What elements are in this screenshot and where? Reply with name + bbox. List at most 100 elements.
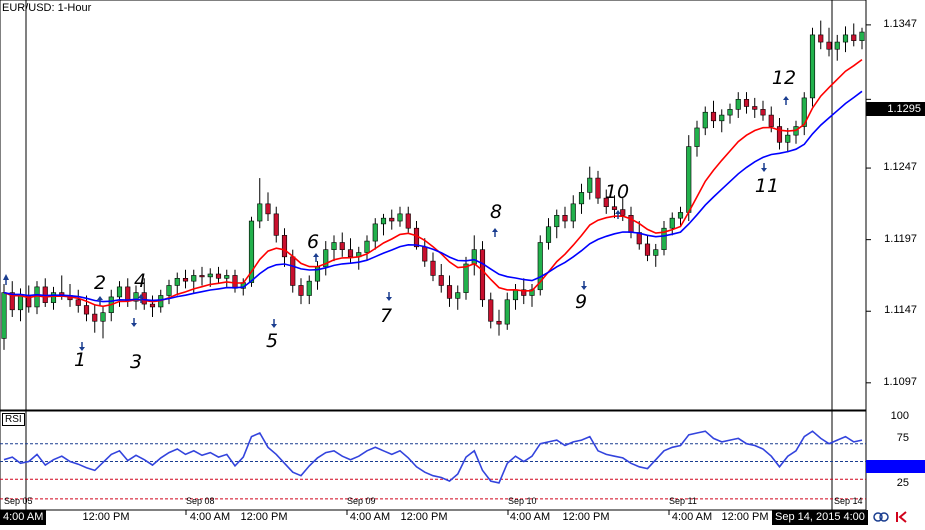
candle-body [644,243,651,256]
candle-body [17,295,24,311]
signal-arrowhead [761,168,767,172]
swing-number-3: 3 [129,351,143,373]
candle-body [545,226,552,243]
y-tick-label: 1.1247 [883,161,917,174]
signal-arrowhead [783,96,789,100]
rsi-line [3,430,863,484]
candle-body [801,97,807,127]
candle-body [496,320,502,325]
candle-body [760,109,766,116]
candle-body [603,197,609,208]
candle-body [488,299,494,322]
candle-body [826,41,832,50]
candle-body [537,242,543,291]
candle-body [710,111,717,122]
rsi-tick-label: 25 [896,476,909,489]
candle-body [182,278,189,282]
candle-body [851,34,857,41]
x-cursor-time-right: Sep 14, 2015 4:00 [772,510,868,525]
candle-body [463,263,469,293]
signal-arrowhead [386,297,392,301]
candle-body [298,285,304,296]
x-time-label: 4:00 AM [349,511,391,523]
candle-body [471,249,477,265]
price-pane [0,0,867,411]
y-tick-label: 1.1197 [884,232,917,245]
candle-body [207,273,213,278]
signal-arrowhead [271,324,277,328]
candle-body [199,275,205,278]
swing-number-1: 1 [73,349,87,371]
candle-body [570,203,576,222]
candle-body [372,223,378,242]
scroll-to-end-icon[interactable] [896,511,907,523]
candle-body [735,99,741,110]
candle-body [842,34,849,43]
x-right-date: Sep 14 [834,496,863,506]
candle-body [479,249,486,301]
signal-arrowhead [97,296,103,300]
candle-body [166,285,172,296]
candle-body [364,240,370,253]
x-time-label: 4:00 AM [671,511,713,523]
candle-body [9,292,15,311]
candle-body [611,206,618,210]
swing-number-12: 12 [771,67,797,89]
candle-body [743,99,750,107]
x-time-label: 4:00 AM [509,511,551,523]
candle-body [785,134,791,143]
rsi-current-badge [866,460,925,473]
x-date-label: Sep 09 [347,496,376,506]
candle-body [174,278,180,286]
candle-body [512,289,519,301]
x-left-date: Sep 05 [4,496,33,506]
candle-body [248,220,255,283]
y-tick-label: 1.1347 [883,17,917,30]
signal-arrowhead [3,274,9,280]
candle-body [257,203,263,222]
candle-body [75,299,81,306]
rsi-pane [0,410,867,511]
candle-body [133,292,139,302]
y-tick-label: 1.1147 [884,304,917,317]
x-date-label: Sep 08 [186,496,215,506]
candle-body [562,215,568,222]
signal-arrowhead [581,286,587,290]
candle-body [834,41,840,50]
candle-body [752,106,758,110]
x-time-label: 12:00 PM [240,511,288,523]
candle-body [809,34,816,99]
rsi-label: RSI [2,413,25,426]
candle-body [191,275,197,282]
candle-body [768,114,774,127]
candle-body [100,312,106,322]
candle-body [727,109,733,116]
x-date-label: Sep 11 [669,496,697,506]
rsi-tick-label: 75 [896,432,909,445]
candle-body [273,213,279,236]
candle-body [661,227,667,250]
candle-body [578,192,585,205]
candle-body [306,280,312,296]
signal-arrowhead [313,253,319,257]
swing-number-7: 7 [379,305,393,327]
rsi-tick-label: 100 [890,410,909,422]
candle-body [347,249,354,258]
candle-body [719,114,725,122]
candle-body [776,126,783,143]
candle-body [331,242,337,250]
x-time-label: 12:00 PM [562,511,610,523]
candle-body [455,292,461,299]
candle-body [116,286,123,298]
signal-arrowhead [138,294,144,298]
candle-body [92,313,98,322]
candle-body [669,217,675,229]
candle-body [694,127,700,147]
candle-body [232,275,238,289]
candle-body [83,305,90,315]
link-icon[interactable] [873,512,889,522]
candle-body [653,249,659,256]
candle-body [215,273,222,279]
